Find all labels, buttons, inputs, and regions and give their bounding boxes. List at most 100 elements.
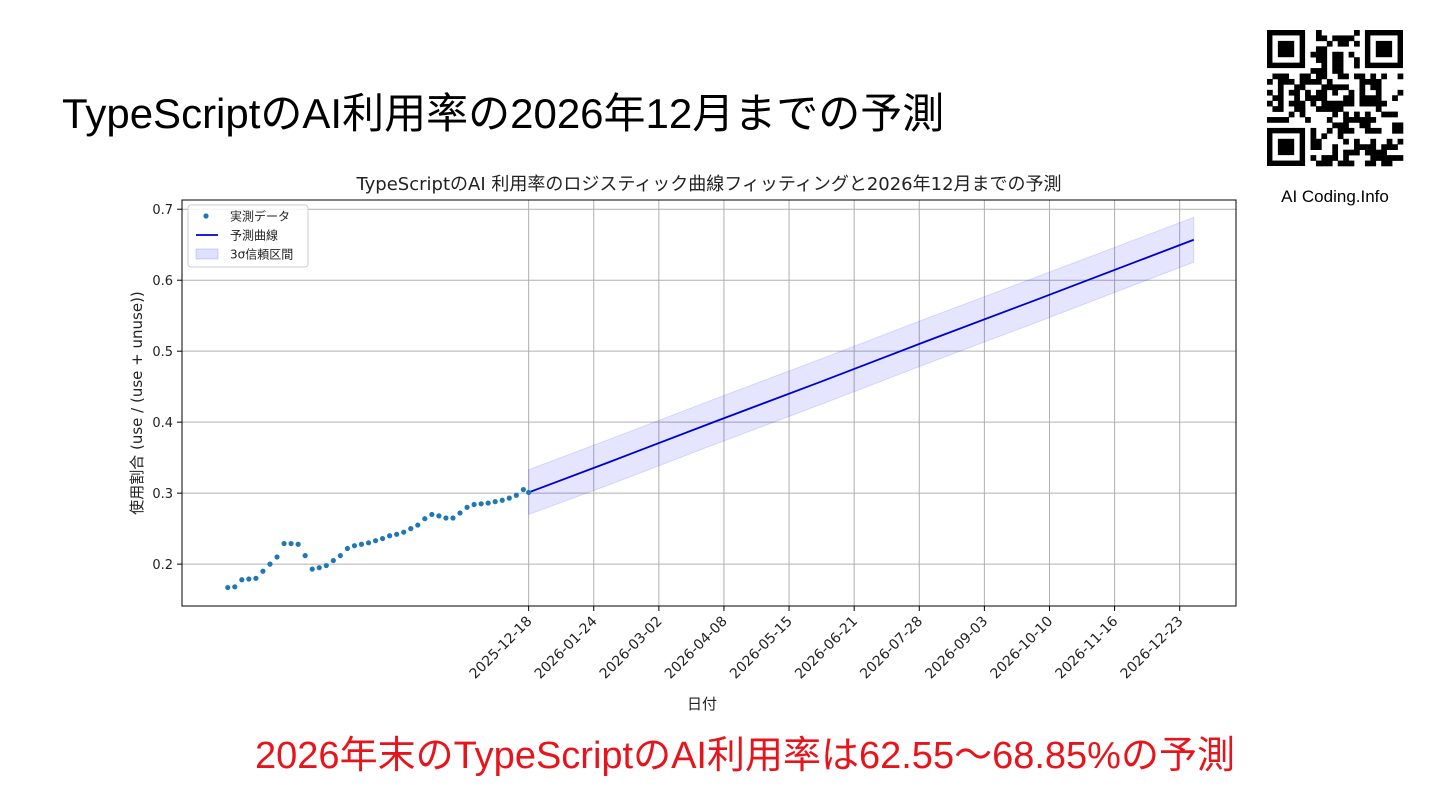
- qr-module: [1277, 73, 1284, 80]
- data-point: [464, 504, 470, 510]
- legend-box: [187, 204, 309, 268]
- data-point: [408, 526, 414, 532]
- qr-module: [1315, 78, 1322, 85]
- qr-module: [1354, 62, 1360, 69]
- qr-module: [1392, 155, 1398, 161]
- qr-module: [1343, 111, 1349, 118]
- data-point: [492, 499, 498, 505]
- qr-module: [1332, 100, 1339, 107]
- qr-module: [1315, 68, 1322, 74]
- data-point: [274, 554, 280, 560]
- qr-module: [1305, 117, 1311, 123]
- qr-module: [1364, 100, 1371, 107]
- qr-module: [1321, 35, 1328, 42]
- qr-module: [1364, 111, 1371, 118]
- y-tick-label: 0.4: [152, 416, 173, 431]
- qr-module: [1299, 78, 1306, 85]
- qr-module: [1321, 133, 1328, 140]
- data-point: [288, 540, 294, 547]
- qr-module: [1343, 73, 1349, 80]
- qr-module: [1375, 84, 1382, 91]
- y-tick-label: 0.6: [152, 274, 173, 289]
- qr-module: [1381, 160, 1387, 167]
- data-point: [450, 515, 456, 521]
- qr-module: [1343, 40, 1349, 47]
- qr-module: [1386, 160, 1393, 167]
- data-point: [478, 501, 484, 507]
- qr-module: [1267, 89, 1273, 96]
- qr-module: [1288, 78, 1295, 85]
- qr-module: [1397, 73, 1404, 80]
- qr-module: [1310, 138, 1317, 145]
- qr-module: [1310, 144, 1317, 150]
- logo-caption: AI Coding.Info: [1281, 187, 1389, 206]
- qr-module: [1337, 127, 1344, 134]
- qr-module: [1392, 111, 1398, 118]
- qr-module: [1310, 51, 1317, 58]
- x-tick-label: 2026-10-10: [987, 614, 1056, 683]
- qr-module: [1272, 106, 1279, 112]
- x-tick-label: 2025-12-18: [467, 614, 536, 683]
- qr-module: [1321, 89, 1328, 96]
- qr-module: [1315, 35, 1322, 42]
- data-point: [302, 553, 308, 559]
- qr-module: [1364, 144, 1371, 150]
- qr-module: [1267, 100, 1273, 107]
- qr-module: [1359, 95, 1366, 102]
- qr-finder: [1277, 138, 1295, 156]
- data-point: [246, 576, 252, 582]
- qr-module: [1337, 133, 1344, 140]
- qr-module: [1392, 127, 1398, 134]
- qr-module: [1305, 73, 1311, 80]
- qr-module: [1348, 149, 1355, 156]
- qr-module: [1332, 62, 1339, 69]
- qr-module: [1305, 89, 1311, 96]
- qr-module: [1315, 89, 1322, 96]
- data-point: [337, 553, 343, 559]
- qr-module: [1348, 89, 1355, 96]
- x-tick-label: 2026-04-08: [662, 614, 731, 683]
- x-tick-label: 2026-05-15: [727, 614, 796, 683]
- qr-module: [1272, 95, 1279, 102]
- qr-module: [1348, 127, 1355, 134]
- qr-module: [1294, 95, 1300, 102]
- qr-module: [1354, 57, 1360, 63]
- data-point: [513, 492, 519, 498]
- qr-module: [1343, 117, 1349, 123]
- qr-module: [1332, 57, 1339, 63]
- qr-module: [1370, 138, 1377, 145]
- qr-module: [1267, 117, 1273, 123]
- qr-module: [1332, 84, 1339, 91]
- qr-module: [1332, 51, 1339, 58]
- data-point: [358, 541, 365, 547]
- qr-module: [1364, 78, 1371, 85]
- legend-label: 3σ信頼区間: [230, 248, 293, 262]
- qr-module: [1326, 100, 1333, 107]
- qr-module: [1386, 138, 1393, 145]
- qr-module: [1359, 78, 1366, 85]
- qr-module: [1305, 95, 1311, 102]
- qr-module: [1381, 111, 1387, 118]
- qr-module: [1337, 40, 1344, 47]
- qr-module: [1343, 84, 1349, 91]
- qr-module: [1386, 144, 1393, 150]
- qr-module: [1267, 78, 1273, 85]
- qr-module: [1359, 100, 1366, 107]
- qr-module: [1359, 89, 1366, 96]
- x-tick-label: 2026-06-21: [792, 614, 861, 683]
- qr-module: [1326, 117, 1333, 123]
- qr-module: [1354, 30, 1360, 36]
- qr-module: [1354, 73, 1360, 80]
- qr-module: [1288, 111, 1295, 118]
- data-point: [436, 513, 442, 519]
- qr-module: [1370, 84, 1377, 91]
- qr-module: [1315, 106, 1322, 112]
- qr-module: [1326, 78, 1333, 85]
- legend-label: 予測曲線: [230, 228, 278, 243]
- data-point: [387, 533, 393, 539]
- data-point: [422, 516, 428, 522]
- qr-module: [1397, 122, 1404, 129]
- data-point: [316, 565, 322, 571]
- qr-module: [1348, 117, 1355, 123]
- x-tick-label: 2026-03-02: [597, 614, 666, 683]
